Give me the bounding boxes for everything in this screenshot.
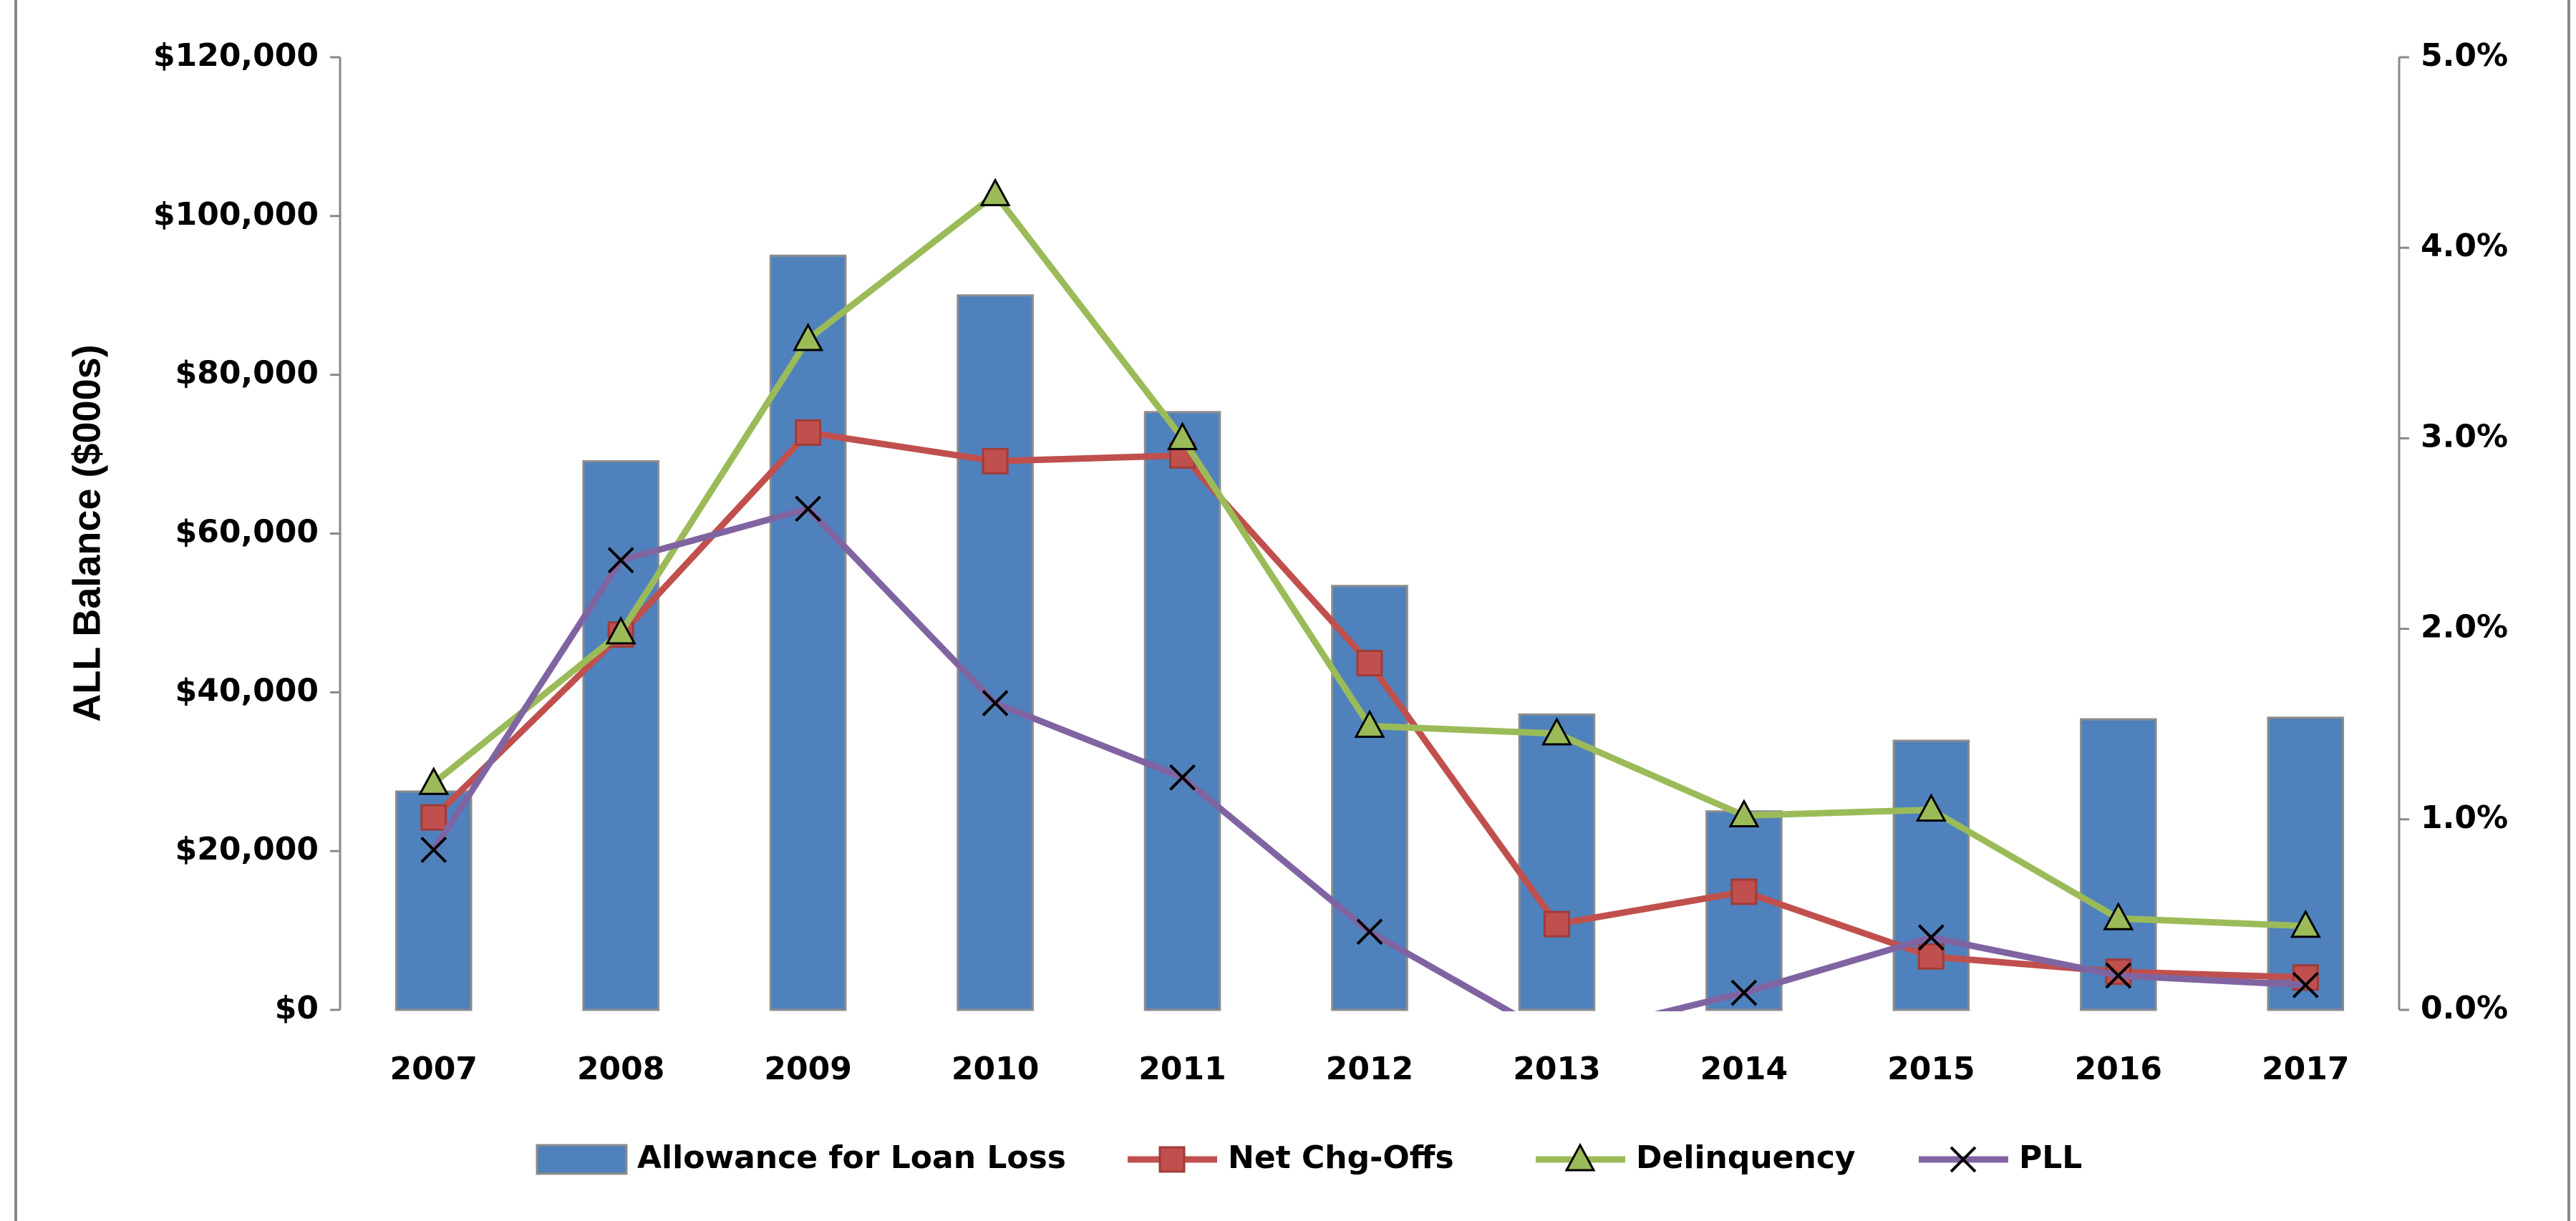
legend-marker	[1950, 1146, 1977, 1173]
x-tick-label: 2010	[952, 1051, 1039, 1087]
marker	[2290, 909, 2321, 938]
marker	[605, 616, 636, 645]
marker	[1917, 924, 1945, 951]
bar	[1518, 713, 1596, 1011]
series-group	[420, 495, 2319, 1011]
marker	[979, 177, 1011, 207]
marker	[607, 547, 634, 574]
legend-marker	[1564, 1142, 1596, 1172]
legend-marker-group	[1950, 1146, 1977, 1173]
marker	[1730, 979, 1758, 1006]
x-tick-label: 2014	[1700, 1051, 1788, 1087]
marker	[420, 836, 447, 863]
bar	[2267, 716, 2345, 1011]
y-axis-label: ALL Balance ($000s)	[65, 344, 108, 721]
y-tick-label: $20,000	[175, 831, 319, 867]
y-tick-label: $40,000	[175, 672, 319, 709]
marker	[1169, 764, 1196, 791]
y2-tick-label: 4.0%	[2421, 228, 2508, 264]
marker	[420, 804, 447, 831]
marker	[795, 419, 822, 446]
x-tick-label: 2013	[1513, 1051, 1600, 1087]
legend-marker	[1158, 1146, 1186, 1173]
y-tick-label: $80,000	[175, 355, 319, 391]
marker	[1730, 878, 1758, 905]
marker	[793, 322, 824, 351]
y-tick-label: $100,000	[153, 196, 319, 233]
legend-marker-group	[1564, 1142, 1596, 1172]
y2-tick-label: 2.0%	[2421, 609, 2508, 646]
legend-label: PLL	[2019, 1139, 2082, 1176]
marker	[2105, 962, 2132, 989]
marker	[418, 767, 450, 795]
legend-label: Allowance for Loan Loss	[637, 1139, 1066, 1176]
marker	[1915, 793, 1947, 822]
bar	[394, 790, 473, 1011]
series-group	[418, 177, 2321, 938]
bar	[957, 294, 1034, 1011]
marker	[982, 447, 1009, 475]
marker	[1541, 716, 1572, 746]
legend-swatch	[536, 1144, 628, 1175]
y2-tick-label: 0.0%	[2421, 990, 2508, 1026]
y2-tick-label: 1.0%	[2421, 799, 2508, 836]
bar	[769, 254, 847, 1011]
marker	[1356, 918, 1383, 945]
legend-label: Net Chg-Offs	[1228, 1139, 1454, 1176]
y-tick-label: $60,000	[175, 514, 319, 550]
x-tick-label: 2012	[1326, 1051, 1413, 1087]
x-tick-label: 2011	[1138, 1051, 1226, 1087]
marker	[2103, 902, 2134, 930]
marker	[1356, 650, 1383, 677]
bar	[582, 460, 659, 1011]
x-tick-label: 2007	[389, 1051, 477, 1087]
x-tick-label: 2017	[2262, 1051, 2349, 1087]
marker	[1917, 943, 1945, 970]
x-tick-label: 2016	[2075, 1051, 2162, 1087]
bar	[1143, 411, 1221, 1011]
x-tick-label: 2009	[764, 1051, 851, 1087]
legend-marker-group	[1158, 1146, 1186, 1173]
marker	[1543, 910, 1570, 938]
marker	[795, 495, 822, 522]
marker	[1354, 709, 1385, 738]
x-tick-label: 2008	[577, 1051, 664, 1087]
marker	[1167, 422, 1199, 450]
y-tick-label: $0	[275, 990, 319, 1026]
bar	[1705, 810, 1783, 1011]
marker	[2292, 971, 2319, 998]
x-tick-label: 2015	[1887, 1051, 1975, 1087]
marker	[1728, 799, 1760, 827]
y2-tick-label: 5.0%	[2421, 37, 2508, 74]
marker	[982, 690, 1009, 716]
y-tick-label: $120,000	[153, 37, 319, 74]
y2-tick-label: 3.0%	[2421, 418, 2508, 454]
legend-label: Delinquency	[1636, 1139, 1856, 1176]
